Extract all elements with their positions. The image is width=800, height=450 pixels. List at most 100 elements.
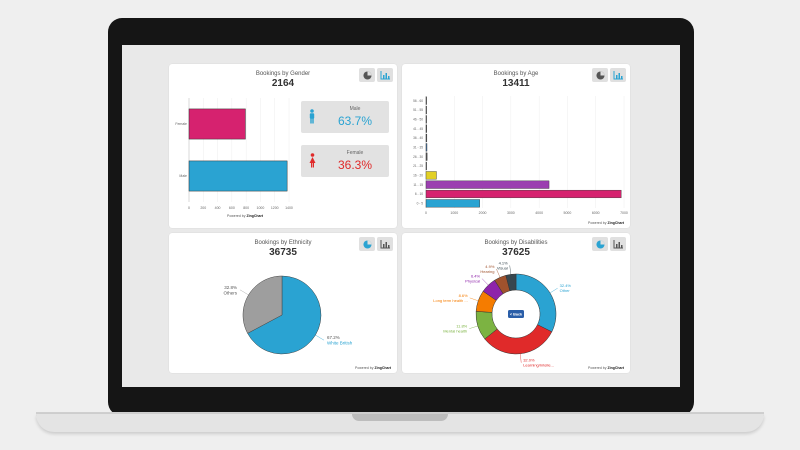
bar-view-button[interactable]: [377, 237, 393, 251]
leader-line: [315, 334, 325, 341]
bar: [425, 105, 427, 115]
x-tick-label: 2000: [479, 211, 487, 215]
bar: [425, 124, 427, 133]
x-tick-label: 4000: [535, 211, 543, 215]
age-panel: Bookings by Age 13411 0 1000 2000 3000 4000 5…: [402, 64, 630, 228]
bar: [425, 180, 550, 189]
female-stat-value: 36.3%: [337, 158, 373, 172]
leader-line: [520, 353, 522, 363]
slice-label: Others: [223, 290, 237, 295]
female-stat-card: Female 36.3%: [301, 145, 389, 177]
bar-chart-icon: [613, 239, 623, 248]
y-tick-label: 16 - 20: [413, 174, 423, 178]
male-stat-label: Male: [349, 106, 361, 112]
bar: [425, 171, 437, 180]
ethnicity-chart-credit: Powered by ZingChart: [355, 366, 391, 370]
x-tick-label: 7000: [620, 211, 628, 215]
slice-percent: 4.9%: [485, 264, 495, 269]
slice-label: White British: [327, 341, 353, 346]
x-tick-label: 1200: [271, 206, 279, 210]
pie-chart-icon: [595, 70, 605, 80]
x-tick-label: 800: [243, 206, 249, 210]
slice-label: Visual: [497, 265, 508, 270]
male-stat-value: 63.7%: [337, 114, 373, 128]
y-tick-label: 56 - 60: [413, 99, 423, 103]
back-button-label[interactable]: < Back: [510, 312, 523, 316]
y-tick-label: 51 - 55: [413, 108, 423, 112]
pie-chart-icon: [595, 239, 605, 249]
leader-line: [549, 288, 558, 294]
y-tick-label: 36 - 40: [413, 136, 423, 140]
pie-view-button[interactable]: [592, 68, 608, 82]
bar: [425, 199, 480, 208]
male-icon: [309, 109, 315, 124]
slice-percent: 67.2%: [327, 335, 340, 340]
male-stat-card: Male 63.7%: [301, 101, 389, 133]
gender-panel: Bookings by Gender 2164 0 200 400 600 800 100…: [169, 64, 397, 228]
bar: [425, 152, 428, 161]
pie-chart-icon: [362, 239, 372, 249]
y-tick-label: 0 - 5: [417, 202, 424, 206]
bar: [425, 96, 427, 105]
slice-percent: 4.1%: [499, 260, 509, 265]
slice-label: Other: [560, 288, 571, 293]
x-tick-label: 600: [229, 206, 235, 210]
bar: [188, 108, 246, 140]
bar: [425, 133, 428, 143]
pie-view-button[interactable]: [359, 68, 375, 82]
pie-slice: [247, 275, 322, 355]
disabilities-panel-total: 37625: [502, 247, 530, 258]
credit-prefix: Powered by: [355, 366, 374, 370]
leader-line: [509, 265, 512, 275]
pie-view-button[interactable]: [359, 237, 375, 251]
y-tick-label: 11 - 15: [413, 183, 423, 187]
y-tick-label: 6 - 10: [415, 192, 423, 196]
ethnicity-panel: Bookings by Ethnicity 36735 67.2% White B…: [169, 233, 397, 373]
x-tick-label: 200: [200, 206, 206, 210]
y-tick-label: 26 - 30: [413, 155, 423, 159]
x-tick-label: 400: [215, 206, 221, 210]
ethnicity-panel-title: Bookings by Ethnicity: [254, 240, 312, 246]
bar: [425, 189, 622, 199]
pie-chart-icon: [362, 70, 372, 80]
disabilities-panel-title: Bookings by Disabilities: [484, 240, 548, 246]
bar-chart-icon: [613, 70, 623, 79]
x-tick-label: 0: [425, 211, 427, 215]
laptop-base: [36, 414, 764, 432]
leader-line: [481, 278, 489, 286]
bar-view-button[interactable]: [610, 237, 626, 251]
x-tick-label: 1000: [257, 206, 265, 210]
slice-label: Hearing: [480, 269, 494, 274]
leader-line: [496, 268, 501, 278]
bar: [188, 160, 288, 192]
ethnicity-panel-total: 36735: [269, 247, 297, 258]
bar-chart-icon: [380, 239, 390, 248]
bar-chart-icon: [380, 70, 390, 79]
age-chart-credit: Powered by ZingChart: [588, 221, 624, 225]
laptop-notch: [352, 414, 448, 421]
slice-label: Mental health: [443, 329, 467, 334]
slice-label: Learning/Intelle...: [523, 363, 554, 368]
y-tick-label: 46 - 50: [413, 118, 423, 122]
dashboard-screen: Bookings by Gender 2164 0 200 400 600 800 100…: [122, 45, 680, 387]
bar: [425, 143, 428, 152]
back-button[interactable]: [508, 310, 524, 318]
gender-bar-chart: 0 200 400 600 800 1000 1200 1400 Female Male: [175, 98, 293, 210]
age-panel-total: 13411: [502, 78, 530, 89]
pie-view-button[interactable]: [592, 237, 608, 251]
bar-view-button[interactable]: [377, 68, 393, 82]
slice-percent: 8.6%: [459, 293, 469, 298]
x-tick-label: 1000: [450, 211, 458, 215]
bar-view-button[interactable]: [610, 68, 626, 82]
x-tick-label: 0: [188, 206, 190, 210]
female-stat-label: Female: [346, 150, 364, 156]
y-tick-label: 31 - 35: [413, 146, 423, 150]
bar: [425, 115, 427, 124]
credit-brand: ZingChart: [607, 221, 624, 225]
donut-slice: [505, 273, 517, 292]
slice-percent: 11.8%: [456, 324, 467, 329]
female-icon: [309, 153, 316, 168]
leader-line: [239, 289, 249, 296]
slice-percent: 32.8%: [224, 285, 237, 290]
gender-panel-total: 2164: [271, 78, 295, 89]
